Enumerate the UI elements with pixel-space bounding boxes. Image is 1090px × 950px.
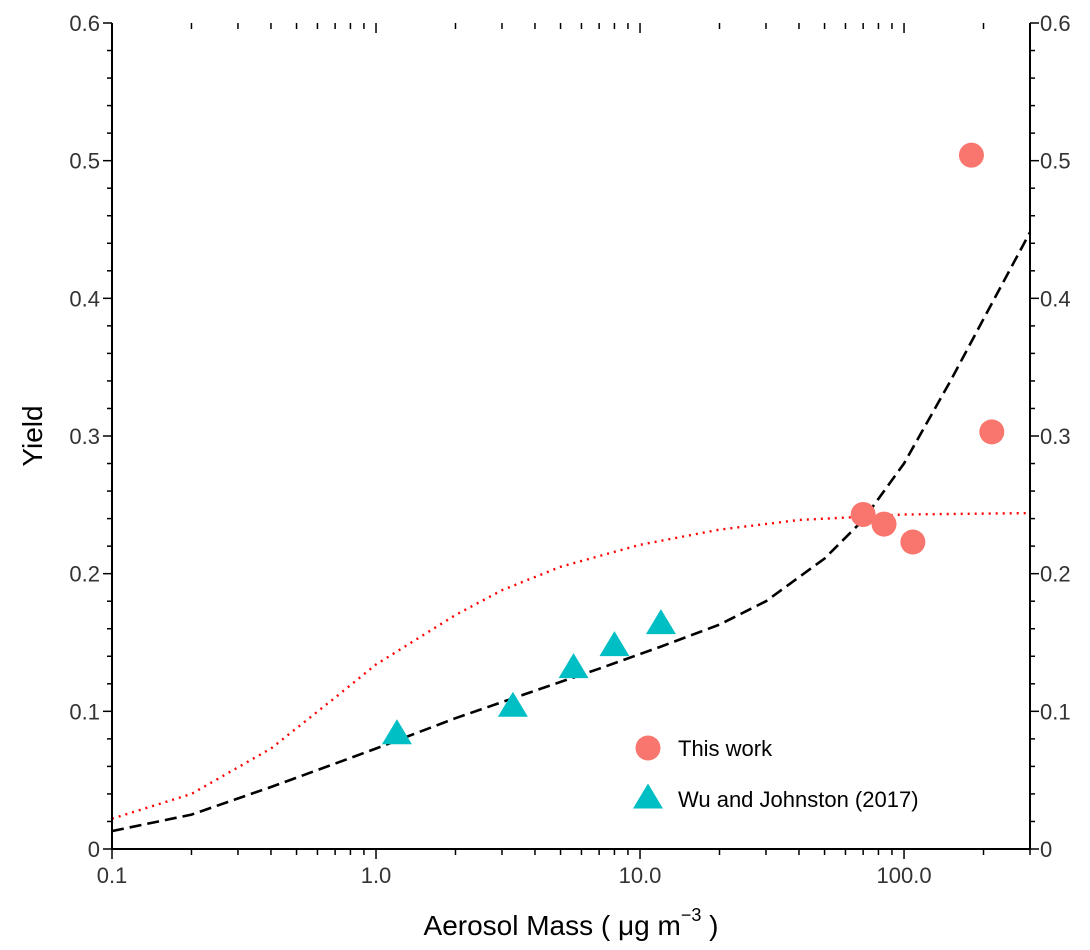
legend-marker-triangle [633,783,663,809]
right-y-tick-label: 0.6 [1040,11,1071,36]
y-tick-label: 0.2 [69,562,100,587]
legend-marker-circle [635,735,661,761]
data-point-circle [871,511,897,537]
plot-area [112,142,1030,833]
y-tick-label: 0.1 [69,699,100,724]
right-y-tick-label: 0 [1040,837,1052,862]
x-tick-label: 0.1 [97,863,128,888]
legend: This work Wu and Johnston (2017) [633,735,919,812]
data-point-triangle [645,609,676,635]
data-point-triangle [599,631,630,657]
right-y-tick-label: 0.4 [1040,286,1071,311]
x-tick-label: 100.0 [877,863,932,888]
data-point-triangle [381,719,412,745]
data-point-triangle [497,691,528,717]
x-axis-title-suffix: ) [701,910,718,941]
y-axis-title: Yield [17,405,48,466]
right-y-tick-label: 0.5 [1040,149,1071,174]
y-tick-label: 0.3 [69,424,100,449]
x-axis-title-main: Aerosol Mass ( μg m [424,910,681,941]
y-tick-label: 0.6 [69,11,100,36]
y-tick-label: 0.4 [69,286,100,311]
right-y-tick-label: 0.2 [1040,562,1071,587]
y-tick-label: 0 [88,837,100,862]
axes: 0 00.1 0.10.2 0.20.3 0.30.4 0.40.5 0.50.6 0.60.… [17,11,1071,941]
dotted-fit-curve [112,511,1030,820]
right-y-tick-label: 0.3 [1040,424,1071,449]
dashed-fit-curve [112,231,1030,833]
legend-label: Wu and Johnston (2017) [678,787,919,812]
y-tick-label: 0.5 [69,149,100,174]
data-point-triangle [558,653,589,679]
x-axis-title: Aerosol Mass ( μg m−3 ) [424,905,719,941]
x-axis-title-superscript: −3 [681,905,702,925]
x-tick-label: 10.0 [619,863,662,888]
x-tick-label: 1.0 [361,863,392,888]
data-point-circle [850,501,876,527]
legend-label: This work [678,736,773,761]
right-y-tick-label: 0.1 [1040,699,1071,724]
data-point-circle [979,419,1005,445]
data-point-circle [958,142,984,168]
data-point-circle [900,529,926,555]
